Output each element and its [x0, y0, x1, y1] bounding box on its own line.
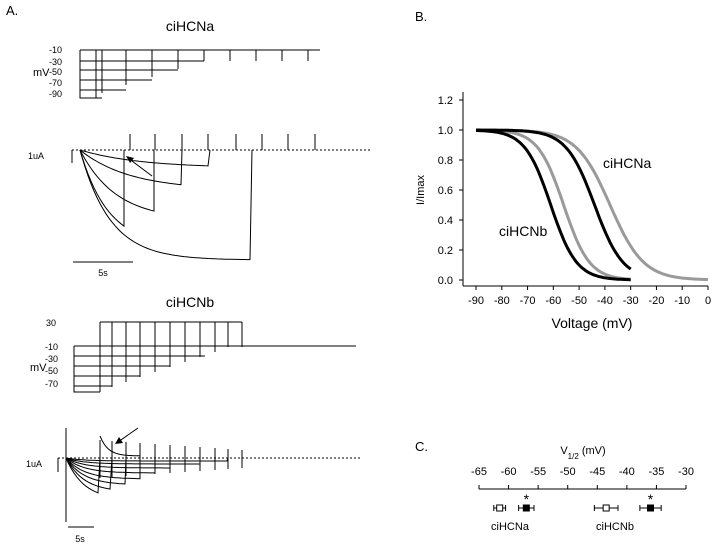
ciHCNa-time-scale-label: 5s — [98, 268, 108, 278]
y-tick-label: 0.4 — [438, 215, 453, 227]
v-half-chart: V1/2 (mV) -65 -60 -55 -50 -45 -40 -35 -30 * * ciHCN… — [471, 445, 694, 533]
data-point — [496, 504, 504, 512]
current-trace — [65, 457, 229, 462]
curve-annotation: ciHCNa — [603, 155, 651, 171]
panel-label-c: C. — [415, 439, 428, 454]
y-axis-label: I/Imax — [415, 175, 427, 205]
x-axis-label: Voltage (mV) — [552, 315, 633, 331]
ciHCNa-level-labels: -10 -30 -50 -70 -90 — [49, 45, 62, 99]
x-tick-label: -90 — [468, 295, 484, 307]
ciHCNb-arrow-head — [115, 437, 123, 444]
protocol-frame — [79, 50, 97, 99]
group-label: ciHCNa — [491, 521, 530, 533]
x-tick-label: -50 — [560, 466, 576, 478]
y-tick-label: 1.0 — [438, 125, 453, 137]
x-tick-label: -40 — [597, 295, 613, 307]
y-tick-label: 1.2 — [438, 95, 453, 107]
current-trace — [65, 457, 141, 480]
ciHCNa-unit-label: mV — [33, 67, 50, 79]
ciHCNb-level-label: -50 — [45, 366, 58, 376]
current-trace — [65, 457, 127, 485]
ciHCNb-voltage-protocol — [73, 321, 356, 393]
x-tick-label: -50 — [571, 295, 587, 307]
x-axis-title: V1/2 (mV) — [560, 445, 605, 461]
panel-label-a: A. — [6, 3, 18, 18]
ciHCNb-current-traces — [58, 428, 360, 522]
ciHCNa-arrow-head — [126, 156, 134, 163]
ciHCNb-title: ciHCNb — [166, 294, 214, 310]
x-tick-label: -30 — [623, 295, 639, 307]
x-tick-label: -65 — [471, 466, 487, 478]
protocol-frame — [73, 346, 100, 393]
current-trace — [65, 457, 113, 490]
x-tick-label: -40 — [619, 466, 635, 478]
y-tick-label: 0.2 — [438, 245, 453, 257]
ciHCNa-level-label: -90 — [49, 89, 62, 99]
ciHCNa-level-label: -70 — [49, 78, 62, 88]
activation-curve-chart: 0.00.20.40.60.81.01.2-90 -80 -70 -60 -50 -40-… — [415, 92, 711, 331]
data-point — [647, 504, 655, 512]
ciHCNb-level-label: -10 — [45, 342, 58, 352]
ciHCNb-level-label: -30 — [45, 354, 58, 364]
x-tick-label: -45 — [589, 466, 605, 478]
y-tick-label: 0.0 — [438, 275, 453, 287]
ciHCNa-arrow — [127, 157, 153, 177]
tail-decay — [99, 435, 141, 457]
current-trace — [79, 149, 253, 261]
ciHCNa-current-traces — [72, 134, 370, 261]
current-trace — [65, 457, 101, 494]
current-trace — [65, 457, 201, 465]
activation-curve — [476, 128, 632, 271]
x-tick-label: -30 — [678, 466, 694, 478]
ciHCNa-level-label: -10 — [49, 45, 62, 55]
current-trace — [79, 149, 183, 186]
data-point — [602, 504, 610, 512]
significance-star: * — [524, 491, 530, 507]
activation-curve — [476, 128, 709, 282]
x-tick-label: 0 — [705, 295, 711, 307]
ciHCNb-current-scale-label: 1uA — [26, 459, 42, 469]
ciHCNa-level-label: -30 — [49, 57, 62, 67]
curve-annotation: ciHCNb — [499, 223, 547, 239]
current-trace — [79, 149, 125, 228]
x-tick-label: -60 — [545, 295, 561, 307]
group-label: ciHCNb — [596, 521, 634, 533]
x-tick-label: -55 — [530, 466, 546, 478]
ciHCNa-title: ciHCNa — [166, 18, 214, 34]
x-tick-label: -60 — [501, 466, 517, 478]
data-point — [522, 504, 530, 512]
current-trace — [79, 149, 211, 167]
ciHCNb-hold-label: 30 — [46, 318, 56, 328]
y-tick-label: 0.6 — [438, 185, 453, 197]
ciHCNa-voltage-protocol — [79, 49, 320, 99]
ciHCNb-level-labels: -10 -30 -50 -70 — [45, 342, 58, 389]
activation-curve — [476, 129, 631, 282]
ciHCNa-level-label: -50 — [49, 67, 62, 77]
ciHCNb-time-scale-label: 5s — [75, 534, 85, 544]
x-tick-label: -70 — [520, 295, 536, 307]
ciHCNb-level-label: -70 — [45, 379, 58, 389]
ciHCNb-arrow — [117, 427, 139, 443]
ciHCNb-unit-label: mV — [30, 362, 47, 374]
activation-curve — [476, 128, 631, 281]
panel-label-b: B. — [415, 9, 427, 24]
ciHCNa-current-scale-label: 1uA — [28, 151, 44, 161]
y-tick-label: 0.8 — [438, 155, 453, 167]
x-tick-label: -80 — [494, 295, 510, 307]
x-tick-label: -10 — [674, 295, 690, 307]
x-tick-label: -20 — [648, 295, 664, 307]
current-trace — [79, 149, 155, 212]
x-tick-label: -35 — [648, 466, 664, 478]
significance-star: * — [648, 491, 654, 507]
